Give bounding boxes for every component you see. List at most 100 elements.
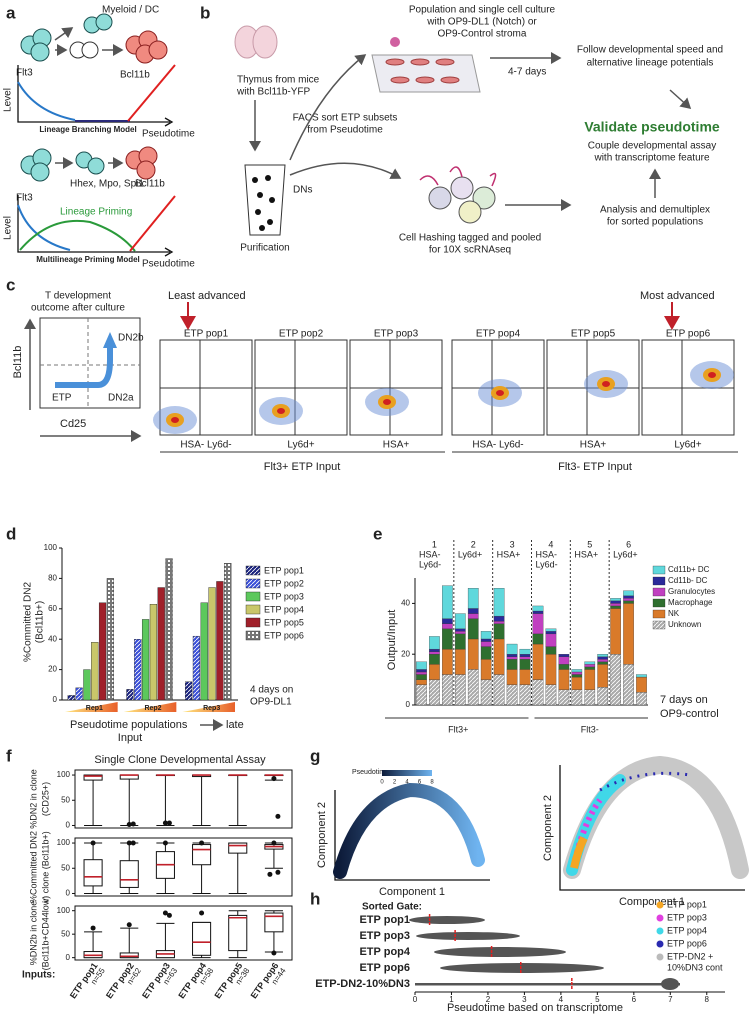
bar-segment bbox=[454, 674, 466, 706]
bar-segment bbox=[545, 631, 557, 635]
bar-segment bbox=[532, 613, 544, 635]
text: Thymus from mice bbox=[237, 75, 320, 86]
title: Single Clone Developmental Assay bbox=[94, 754, 266, 766]
y-tick-label: 100 bbox=[57, 838, 71, 847]
colorbar-tick: 0 bbox=[380, 780, 384, 786]
legend-label: ETP pop2 bbox=[264, 578, 304, 588]
bar bbox=[157, 587, 165, 701]
bar-segment bbox=[519, 648, 531, 655]
text: outcome after culture bbox=[31, 303, 125, 314]
bar-segment bbox=[532, 643, 544, 680]
text: DN2a bbox=[108, 393, 134, 404]
bar-segment bbox=[467, 608, 479, 614]
bar-segment bbox=[442, 618, 453, 624]
group-label: Ly6d- bbox=[536, 559, 558, 569]
text: Pseudotime bbox=[352, 769, 389, 776]
legend-label: ETP pop4 bbox=[264, 604, 304, 614]
panel-label: a bbox=[6, 3, 16, 22]
legend-swatch bbox=[652, 598, 666, 608]
x-tick-label: 2 bbox=[486, 995, 491, 1004]
bar-segment bbox=[506, 684, 518, 706]
x-tick-label: 5 bbox=[595, 995, 600, 1004]
legend-label: ETP pop4 bbox=[667, 925, 707, 935]
legend-swatch bbox=[656, 953, 664, 961]
text: Bcl11b bbox=[12, 346, 24, 379]
box bbox=[119, 952, 139, 959]
y-label: (Bcl11b+) bbox=[35, 601, 46, 643]
legend-label: ETP pop6 bbox=[264, 630, 304, 640]
legend-swatch bbox=[656, 927, 664, 935]
bar-segment bbox=[493, 623, 505, 640]
x-label: Pseudotime populations bbox=[70, 719, 188, 731]
bar-segment bbox=[467, 669, 479, 706]
bar-segment bbox=[584, 689, 596, 706]
text: alternative lineage potentials bbox=[587, 58, 714, 69]
legend-swatch bbox=[656, 901, 664, 909]
bar-segment bbox=[623, 600, 634, 604]
text: Most advanced bbox=[640, 290, 715, 302]
legend-swatch bbox=[652, 620, 666, 630]
outlier bbox=[90, 840, 96, 846]
outlier bbox=[271, 776, 277, 782]
y-tick-label: 80 bbox=[48, 574, 57, 583]
text: with OP9-DL1 (Notch) or bbox=[426, 17, 537, 28]
gate-label: HSA- Ly6d- bbox=[180, 440, 231, 451]
box bbox=[192, 844, 212, 866]
text: Level bbox=[3, 216, 14, 240]
legend-swatch bbox=[245, 630, 261, 641]
legend-label: ETP-DN2 + bbox=[667, 951, 713, 961]
legend-label: Cd11b- DC bbox=[668, 576, 708, 585]
plot-title: ETP pop1 bbox=[184, 329, 229, 340]
bar-segment bbox=[519, 654, 531, 657]
outlier bbox=[130, 840, 136, 846]
x-tick-label: Rep1 bbox=[86, 705, 103, 712]
text: Cell Hashing tagged and pooled bbox=[399, 233, 541, 244]
bar-segment bbox=[545, 628, 557, 632]
bar-segment bbox=[519, 669, 531, 685]
bar-segment bbox=[416, 684, 427, 706]
y-label: %DN2 in clone bbox=[28, 769, 38, 829]
panel-b: Thymus from mice with Bcl11b-YFP FACS so… bbox=[234, 5, 723, 256]
bar-segment bbox=[493, 615, 505, 622]
panel-frame bbox=[74, 769, 293, 829]
bar-segment bbox=[532, 679, 544, 706]
legend-swatch bbox=[245, 604, 261, 615]
legend-swatch bbox=[245, 565, 261, 576]
outlier bbox=[162, 840, 168, 846]
panel-frame bbox=[74, 837, 293, 897]
text: Population and single cell culture bbox=[409, 5, 556, 16]
bar bbox=[216, 581, 224, 701]
bar bbox=[126, 689, 134, 701]
text: Level bbox=[3, 88, 14, 112]
bar-segment bbox=[493, 588, 505, 617]
text: Flt3+ ETP Input bbox=[264, 461, 341, 473]
y-label: %Committed DN2 bbox=[23, 582, 34, 662]
y-tick-label: 60 bbox=[48, 604, 57, 613]
bar-segment bbox=[571, 669, 583, 673]
flow-plot: ETP pop4 HSA- Ly6d- bbox=[451, 329, 545, 451]
text: Myeloid / DC bbox=[102, 5, 159, 16]
box bbox=[119, 860, 139, 888]
bar-segment bbox=[623, 590, 634, 596]
wedge bbox=[123, 702, 177, 712]
bar-segment bbox=[519, 656, 531, 660]
panel-label: g bbox=[310, 746, 320, 765]
bar-segment bbox=[584, 666, 596, 670]
bar-segment bbox=[610, 598, 621, 602]
inputs-label: Inputs: bbox=[22, 970, 55, 981]
bar-segment bbox=[532, 605, 544, 612]
bar-segment bbox=[610, 603, 621, 607]
bar-segment bbox=[571, 676, 583, 690]
legend-label: ETP pop5 bbox=[264, 617, 304, 627]
x-label: Pseudotime based on transcriptome bbox=[447, 1002, 623, 1014]
bar-segment bbox=[454, 648, 466, 675]
legend-label: Cd11b+ DC bbox=[668, 565, 710, 574]
bar-segment bbox=[558, 656, 570, 665]
annotation: OP9-DL1 bbox=[250, 697, 292, 708]
text: Component 1 bbox=[619, 896, 685, 908]
text: Flt3- ETP Input bbox=[558, 461, 632, 473]
bar bbox=[208, 587, 216, 701]
y-label: %DN2b in clone bbox=[28, 901, 38, 966]
